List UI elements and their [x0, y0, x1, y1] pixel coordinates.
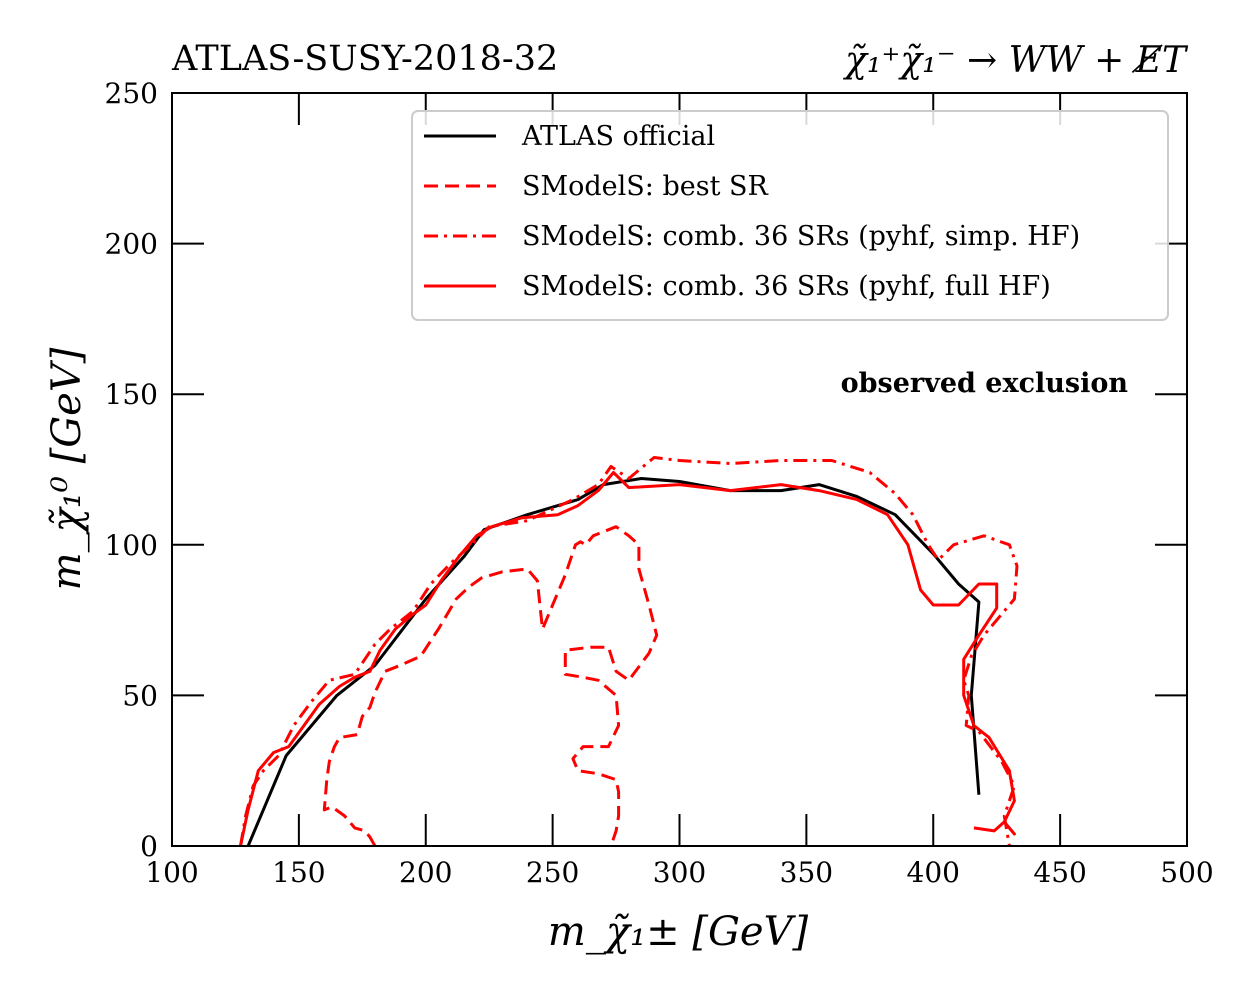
- x-tick-label: 200: [399, 856, 452, 889]
- legend-label-3: SModelS: comb. 36 SRs (pyhf, simp. HF): [522, 221, 1080, 252]
- legend-label-1: ATLAS official: [521, 121, 715, 152]
- x-tick-label: 350: [780, 856, 833, 889]
- x-tick-label: 500: [1160, 856, 1213, 889]
- legend-box: [411, 110, 1169, 321]
- y-axis-label: m_χ̃₁⁰ [GeV]: [44, 347, 90, 590]
- y-tick-label: 200: [105, 228, 158, 261]
- legend: ATLAS official SModelS: best SR SModelS: c…: [411, 110, 1169, 321]
- legend-label-2: SModelS: best SR: [522, 171, 769, 202]
- plot-frame: [171, 92, 1188, 847]
- series-line-2: [322, 525, 659, 847]
- series-line-3: [239, 456, 1019, 847]
- y-tick-label: 100: [105, 529, 158, 562]
- y-tick-label: 50: [122, 679, 158, 712]
- legend-label-4: SModelS: comb. 36 SRs (pyhf, full HF): [522, 271, 1051, 302]
- x-tick-label: 450: [1033, 856, 1086, 889]
- chart-title-left: ATLAS-SUSY-2018-32: [171, 39, 558, 79]
- chart-title-right: χ̃₁⁺χ̃₁⁻ → WW + E̸T: [842, 40, 1189, 81]
- y-tick-label: 250: [105, 77, 158, 110]
- x-tick-label: 300: [653, 856, 706, 889]
- x-tick-label: 250: [526, 856, 579, 889]
- x-axis-label: m_χ̃₁± [GeV]: [548, 909, 809, 955]
- x-tick-label: 400: [907, 856, 960, 889]
- y-tick-label: 150: [105, 378, 158, 411]
- series-line-1: [246, 477, 981, 847]
- series-layer: [239, 456, 1019, 847]
- x-tick-label: 100: [145, 856, 198, 889]
- annotation-observed-exclusion: observed exclusion: [841, 368, 1129, 399]
- y-tick-label: 0: [140, 830, 158, 863]
- series-line-4: [239, 471, 1016, 847]
- x-tick-label: 150: [272, 856, 325, 889]
